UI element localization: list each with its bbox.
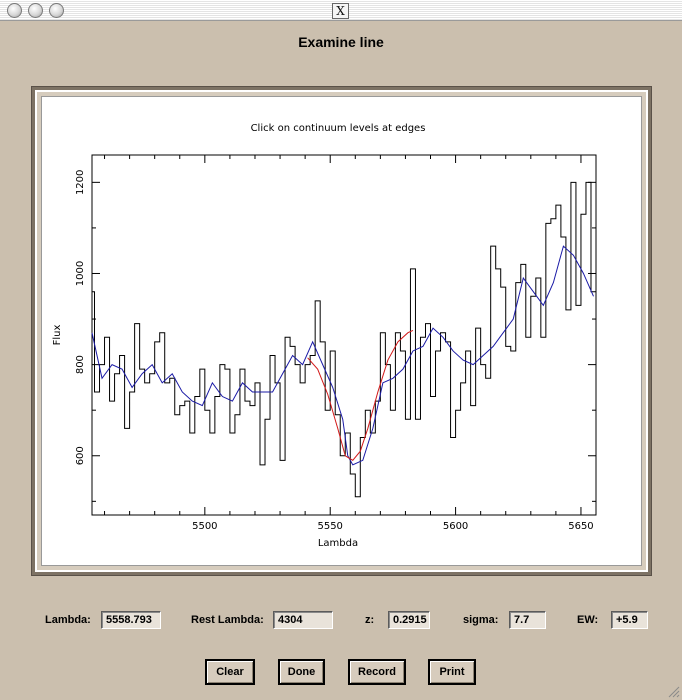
sigma-field[interactable]: 7.7 [509, 611, 546, 629]
plot-bevel: Click on continuum levels at edges Lambd… [35, 90, 648, 572]
smoothed-series [91, 245, 594, 466]
plot-axes-box [91, 154, 597, 516]
page-title: Examine line [298, 34, 384, 50]
window-close-icon[interactable] [7, 3, 22, 18]
print-button[interactable]: Print [428, 659, 476, 685]
y-tick-label: 800 [75, 355, 86, 374]
rest-lambda-field[interactable]: 4304 [273, 611, 333, 629]
x-tick-label: 5650 [568, 521, 593, 532]
plot-canvas[interactable]: Click on continuum levels at edges Lambd… [41, 96, 642, 566]
z-label: z: [365, 614, 375, 626]
result-fields: Lambda: 5558.793 Rest Lambda: 4304 z: 0.… [0, 611, 682, 631]
y-tick-label: 1000 [75, 261, 86, 286]
window-minimize-icon[interactable] [28, 3, 43, 18]
ew-label: EW: [577, 614, 599, 626]
y-tick-label: 600 [75, 446, 86, 465]
rest-lambda-label: Rest Lambda: [191, 614, 264, 626]
chart-title: Click on continuum levels at edges [251, 123, 426, 134]
x-axis-label: Lambda [318, 538, 358, 549]
sigma-label: sigma: [463, 614, 499, 626]
z-field[interactable]: 0.2915 [388, 611, 430, 629]
x-tick-label: 5600 [443, 521, 468, 532]
y-tick-label: 1200 [75, 170, 86, 195]
lambda-field[interactable]: 5558.793 [101, 611, 161, 629]
x-tick-label: 5500 [192, 521, 217, 532]
done-button[interactable]: Done [278, 659, 325, 685]
plot-frame: Click on continuum levels at edges Lambd… [31, 86, 652, 576]
spectrum-chart[interactable]: Click on continuum levels at edges Lambd… [42, 97, 643, 567]
window-zoom-icon[interactable] [49, 3, 64, 18]
ew-field[interactable]: +5.9 [611, 611, 648, 629]
x-tick-label: 5550 [317, 521, 342, 532]
flux-step-series [92, 181, 596, 498]
clear-button[interactable]: Clear [205, 659, 255, 685]
lambda-label: Lambda: [45, 614, 91, 626]
x-window-icon: X [332, 3, 349, 19]
y-axis-label: Flux [52, 325, 63, 346]
window-titlebar[interactable]: X [0, 0, 682, 21]
resize-grip-icon[interactable] [668, 686, 680, 698]
record-button[interactable]: Record [348, 659, 406, 685]
gaussian-fit-series [307, 329, 414, 461]
